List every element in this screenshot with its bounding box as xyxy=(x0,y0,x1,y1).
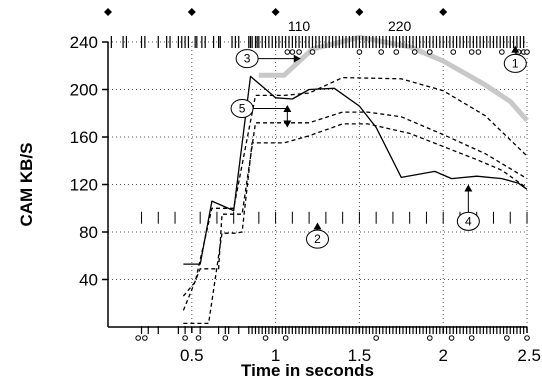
bottom-event-circle xyxy=(262,335,269,341)
diamond-marker xyxy=(187,8,196,16)
callout-arrowhead xyxy=(283,104,292,112)
bottom-event-circle xyxy=(222,335,229,341)
bottom-event-circle xyxy=(468,335,475,341)
callout-arrowhead xyxy=(313,222,322,230)
top-event-circle xyxy=(426,49,433,55)
series-group xyxy=(182,34,529,325)
series-dashed-3 xyxy=(183,123,528,325)
bottom-event-circle xyxy=(448,335,455,341)
top-event-circle xyxy=(356,49,363,55)
top-event-circle xyxy=(393,49,400,55)
callout-label: 1 xyxy=(512,56,519,70)
bottom-event-circle xyxy=(282,335,289,341)
grid xyxy=(108,41,528,327)
y-tick-label: 120 xyxy=(70,176,98,195)
x-tick-label: 1.5 xyxy=(348,346,372,365)
diamond-marker xyxy=(355,8,364,16)
top-event-circle xyxy=(524,49,530,55)
callout-arrowhead xyxy=(283,120,292,128)
top-event-circle xyxy=(289,49,296,55)
callout-arrowhead xyxy=(293,54,301,63)
callout-arrowhead xyxy=(464,184,473,192)
series-solid xyxy=(183,75,528,265)
top-event-circle xyxy=(468,49,475,55)
top-event-circle xyxy=(450,49,457,55)
x-tick-label: 1 xyxy=(271,346,280,365)
callout-label: 3 xyxy=(244,52,251,66)
top-event-circle xyxy=(475,49,482,55)
y-axis-label: CAM KB/S xyxy=(17,142,36,226)
top-event-circle xyxy=(499,49,505,55)
x-axis-label: Time in seconds xyxy=(241,361,374,380)
y-tick-label: 80 xyxy=(79,223,98,242)
bottom-event-circle xyxy=(195,335,202,341)
bottom-event-circle xyxy=(142,335,148,341)
bottom-event-circle xyxy=(135,335,141,341)
top-annotation: 220 xyxy=(388,18,412,34)
bottom-event-circle xyxy=(426,335,433,341)
bottom-event-circle xyxy=(504,335,510,341)
top-event-circle xyxy=(284,49,291,55)
callout-label: 5 xyxy=(239,102,246,116)
bottom-event-circle xyxy=(373,335,379,341)
event-ticks xyxy=(104,8,530,341)
y-tick-label: 40 xyxy=(79,271,98,290)
bottom-event-circle xyxy=(524,335,530,341)
x-tick-label: 2 xyxy=(438,346,447,365)
callouts: 1 2 3 4 5 xyxy=(230,45,527,249)
y-tick-label: 160 xyxy=(70,128,98,147)
top-annotation: 110 xyxy=(288,18,311,34)
x-tick-label: 0.5 xyxy=(180,346,204,365)
callout-label: 4 xyxy=(465,214,472,228)
diamond-marker xyxy=(104,8,112,16)
series-dashed-2 xyxy=(182,111,528,311)
diamond-marker xyxy=(271,8,280,16)
callout-arrowhead xyxy=(511,45,520,53)
top-event-circle xyxy=(309,49,316,55)
diamond-marker xyxy=(439,8,448,16)
tick-labels: 40 80 120 160 200 240 0.5 1 1.5 2 2.5 110 220 xyxy=(70,18,541,365)
x-tick-label: 2.5 xyxy=(517,346,541,365)
top-event-circle xyxy=(378,49,384,55)
y-tick-label: 240 xyxy=(70,33,98,52)
top-event-circle xyxy=(296,49,302,55)
top-event-circle xyxy=(411,49,418,55)
axes xyxy=(102,41,528,333)
y-tick-label: 200 xyxy=(70,81,98,100)
bottom-event-circle xyxy=(182,335,188,341)
callout-label: 2 xyxy=(314,232,321,246)
